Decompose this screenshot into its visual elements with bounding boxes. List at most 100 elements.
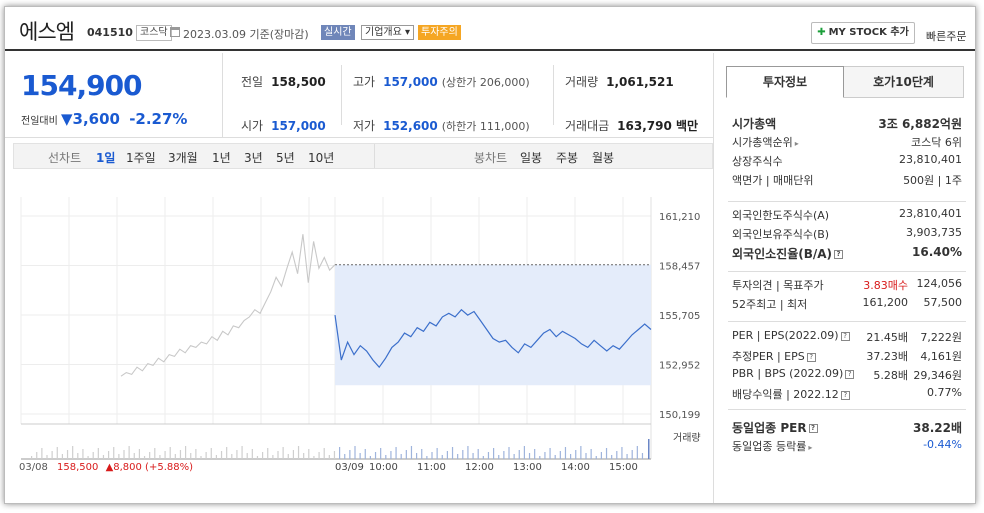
- volume-bar: [318, 452, 320, 459]
- change-percent: -2.27%: [129, 110, 188, 128]
- invest-row-label: 시가총액: [732, 117, 777, 131]
- stock-name: 에스엠: [19, 20, 75, 44]
- volume-bar: [513, 454, 515, 459]
- volume-bar: [138, 449, 140, 459]
- tab-orderbook[interactable]: 호가10단계: [844, 66, 964, 98]
- chevron-right-icon: ▸: [794, 139, 799, 148]
- volume-bar: [482, 456, 484, 459]
- invest-row-value-1: 37.23배: [866, 350, 908, 363]
- invest-row-value: 3,903,735: [906, 226, 962, 239]
- company-overview-dropdown[interactable]: 기업개요 ▾: [361, 25, 415, 40]
- prev-day-summary: 03/08 158,500 ▲8,800 (+5.88%): [19, 462, 193, 473]
- candle-monthly[interactable]: 월봉: [592, 151, 615, 165]
- invest-row: PBR | BPS (2022.09)? 5.28배 29,346원: [732, 367, 962, 383]
- invest-row-label: 외국인한도주식수(A): [732, 209, 830, 222]
- period-1d[interactable]: 1일: [96, 151, 116, 165]
- y-tick-label: 158,457: [659, 262, 700, 273]
- volume-bar: [174, 454, 176, 459]
- invest-tabs: 투자정보 호가10단계: [726, 66, 964, 98]
- volume-bar: [205, 452, 207, 459]
- period-10y[interactable]: 10년: [308, 151, 335, 165]
- volume-bar: [595, 456, 597, 459]
- invest-row-value-1: 5.28배: [873, 369, 908, 382]
- volume-bar: [385, 455, 387, 459]
- quick-order-link[interactable]: 빠른주문: [926, 30, 967, 43]
- volume-bar: [323, 448, 325, 459]
- volume-bar: [231, 454, 233, 459]
- volume-bar: [528, 453, 531, 459]
- volume-bar: [364, 449, 366, 459]
- volume-bar: [92, 452, 94, 459]
- help-icon[interactable]: ?: [806, 352, 816, 362]
- candle-chart-label: 봉차트: [474, 151, 508, 165]
- stat-open: 시가 157,000: [241, 119, 326, 133]
- volume-bar: [262, 452, 264, 459]
- invest-row-value: 코스닥 6위: [911, 136, 962, 149]
- chevron-down-icon: ▾: [405, 27, 411, 38]
- invest-row: 52주최고 | 최저 161,200 57,500: [732, 296, 962, 312]
- candle-daily[interactable]: 일봉: [520, 151, 543, 165]
- candle-weekly[interactable]: 주봉: [556, 151, 579, 165]
- volume-bar: [277, 451, 279, 459]
- invest-row: 외국인소진율(B/A)? 16.40%: [732, 245, 962, 261]
- volume-bar: [539, 456, 541, 459]
- volume-bar: [123, 450, 125, 459]
- volume-bar: [611, 455, 613, 459]
- help-icon[interactable]: ?: [840, 390, 850, 400]
- volume-bar: [113, 447, 115, 459]
- volume-bar: [267, 448, 269, 459]
- invest-row-value: 3조 6,882억원: [878, 117, 962, 131]
- x-tick-label: 14:00: [561, 462, 590, 473]
- stat-low: 저가 152,600 (하한가 111,000): [353, 119, 530, 133]
- volume-bar: [31, 456, 33, 459]
- realtime-button[interactable]: 실시간: [321, 25, 355, 40]
- volume-bar: [292, 450, 294, 459]
- volume-bar: [416, 453, 418, 459]
- volume-bar: [46, 455, 48, 459]
- invest-row-value: 124,056: [916, 277, 963, 290]
- help-icon[interactable]: ?: [808, 424, 818, 433]
- invest-row: 시가총액순위 ▸ 코스닥 6위: [732, 134, 962, 150]
- volume-bar: [349, 450, 351, 459]
- volume-bar: [487, 452, 490, 459]
- volume-bar: [559, 451, 561, 459]
- period-5y[interactable]: 5년: [276, 151, 295, 165]
- today-series: [334, 308, 652, 369]
- volume-label: 거래량: [673, 432, 701, 444]
- help-icon[interactable]: ?: [834, 250, 844, 259]
- invest-row: 동일업종 등락률 ▸ -0.44%: [732, 438, 962, 454]
- volume-bar: [605, 448, 608, 459]
- volume-bar: [251, 449, 253, 459]
- volume-bar: [395, 447, 397, 459]
- period-1w[interactable]: 1주일: [126, 151, 156, 165]
- volume-bar: [66, 450, 69, 459]
- volume-bar: [133, 453, 135, 459]
- volume-bar: [405, 450, 407, 459]
- help-icon[interactable]: ?: [840, 331, 850, 341]
- quote-date: 2023.03.09 기준(장마감): [183, 28, 309, 41]
- change-value: 3,600: [72, 110, 120, 128]
- volume-bar: [472, 453, 474, 459]
- volume-bar: [210, 448, 212, 459]
- invest-row-value: 29,346원: [913, 369, 962, 382]
- volume-bar: [354, 446, 356, 459]
- y-tick-label: 152,952: [659, 361, 700, 372]
- volume-bar: [380, 448, 382, 459]
- invest-row: 외국인보유주식수(B) 3,903,735: [732, 226, 962, 242]
- period-3y[interactable]: 3년: [244, 151, 263, 165]
- invest-row-label: 투자의견 | 목표주가: [732, 279, 824, 292]
- tab-invest-info[interactable]: 투자정보: [726, 66, 844, 98]
- volume-bar: [56, 447, 58, 459]
- add-mystock-button[interactable]: ✚ MY STOCK 추가: [811, 22, 915, 44]
- invest-row-value: 0.77%: [927, 386, 962, 399]
- volume-bar: [164, 451, 166, 459]
- period-3m[interactable]: 3개월: [168, 151, 198, 165]
- invest-row: PER | EPS(2022.09)? 21.45배 7,222원: [732, 329, 962, 345]
- help-icon[interactable]: ?: [845, 369, 855, 379]
- volume-bar: [226, 447, 228, 459]
- volume-bar: [97, 448, 99, 459]
- volume-bar: [287, 454, 289, 459]
- invest-row-value-1: 161,200: [862, 296, 909, 309]
- volume-bar: [82, 449, 84, 459]
- period-1y[interactable]: 1년: [212, 151, 231, 165]
